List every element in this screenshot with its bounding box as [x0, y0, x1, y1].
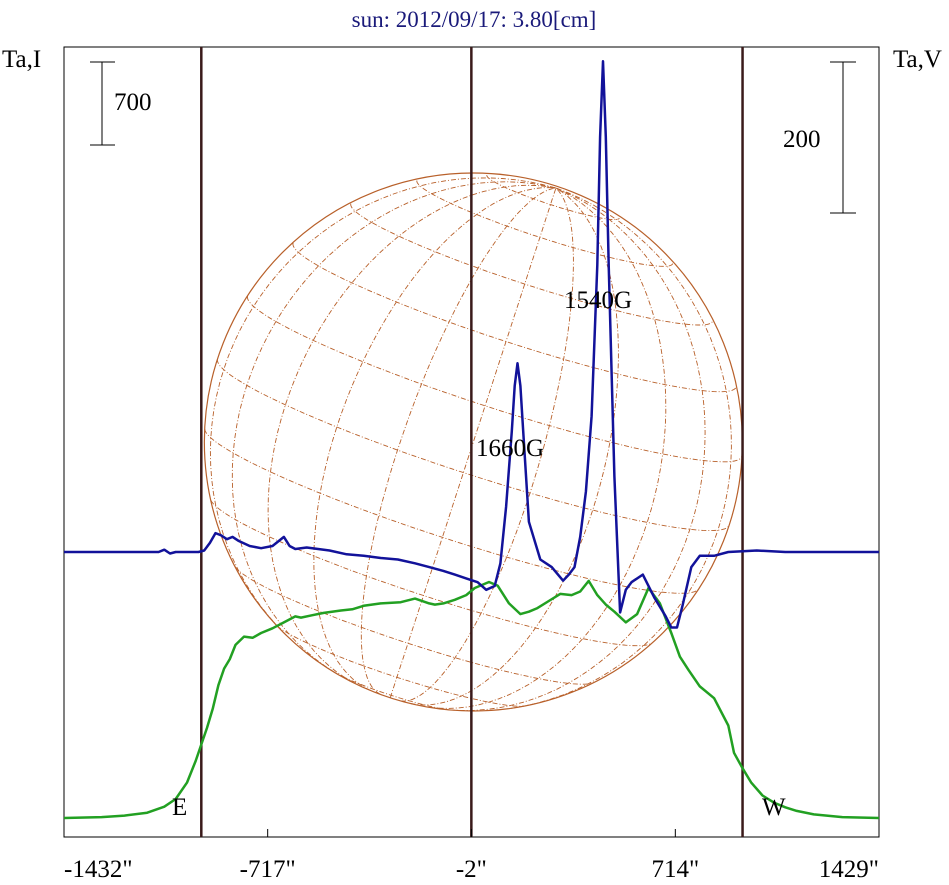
limb-label-west: W: [762, 794, 786, 821]
longitude-line: [510, 187, 732, 709]
scale-bar-right: 200: [783, 61, 856, 214]
longitude-line: [231, 181, 556, 674]
x-tick-label-2: -2": [456, 856, 487, 883]
solar-disk: [203, 172, 743, 712]
scale-bar-left-label: 700: [114, 89, 152, 116]
x-tick-label-3: 714": [651, 856, 699, 883]
limb-label-east: E: [172, 794, 187, 821]
x-tick-label-1: -717": [240, 856, 296, 883]
series-group: [63, 60, 880, 820]
x-tick-label-4: 1429": [819, 856, 879, 883]
latitude-line: [204, 428, 699, 594]
longitude-line: [428, 187, 667, 709]
longitude-line: [209, 177, 557, 636]
latitude-line: [416, 180, 674, 267]
left-axis-label: Ta,I: [2, 46, 41, 73]
series-line-intensity: [63, 579, 880, 820]
longitude-line: [410, 187, 619, 706]
longitude-line: [360, 187, 556, 695]
scale-bar-right-label: 200: [783, 126, 821, 153]
longitude-line: [313, 187, 556, 691]
series-line-polarization: [64, 60, 879, 629]
annotation-1660g: 1660G: [476, 435, 544, 462]
chart-title: sun: 2012/09/17: 3.80[cm]: [352, 7, 597, 32]
vertical-markers: [200, 47, 744, 837]
longitude-line: [400, 187, 574, 702]
longitude-line: [389, 187, 557, 698]
latitude-line: [234, 566, 593, 685]
x-axis-ticks: -1432" -717" -2" 714" 1429": [63, 829, 880, 883]
x-tick-label-0: -1432": [64, 856, 133, 883]
longitude-line: [449, 187, 706, 711]
longitude-line: [267, 184, 556, 684]
right-axis-label: Ta,V: [893, 46, 942, 73]
disk-limb: [203, 172, 743, 712]
scale-bar-left: 700: [90, 61, 152, 146]
annotation-1540g: 1540G: [564, 287, 632, 314]
latitude-line: [350, 203, 713, 326]
